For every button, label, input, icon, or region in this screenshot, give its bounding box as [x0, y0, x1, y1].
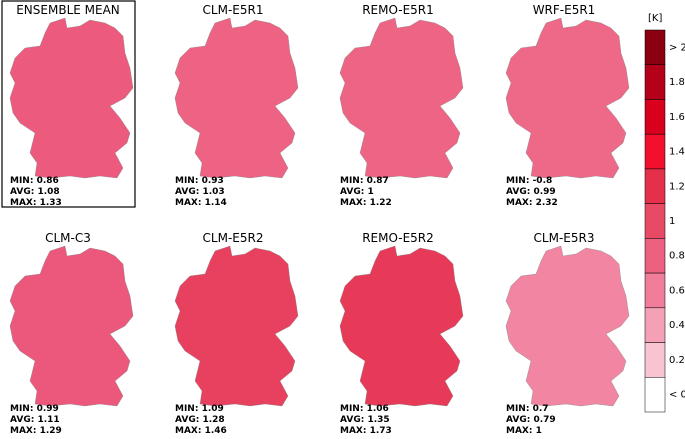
colorbar-bin — [644, 203, 666, 239]
stat-line: MAX: 1.33 — [10, 198, 62, 208]
germany-map — [9, 245, 134, 407]
stat-line: AVG: 1 — [340, 187, 374, 197]
colorbar-label: 0.4 — [669, 320, 685, 331]
stat-line: AVG: 1.28 — [175, 415, 225, 425]
colorbar-label: 1.2 — [669, 181, 685, 192]
stat-line: MAX: 1.73 — [340, 426, 392, 435]
stat-line: MIN: 0.87 — [340, 176, 389, 186]
germany-map — [174, 17, 299, 179]
stat-line: AVG: 1.11 — [10, 415, 60, 425]
colorbar-bin — [644, 99, 666, 135]
colorbar-bin — [644, 342, 666, 378]
stat-line: MAX: 1.29 — [10, 426, 62, 435]
colorbar-label: 0.2 — [669, 355, 685, 366]
colorbar-label: 1.6 — [669, 112, 685, 123]
colorbar-bin — [644, 133, 666, 170]
colorbar-bin — [644, 377, 666, 413]
stat-line: MIN: 1.09 — [175, 404, 224, 414]
panel-title: CLM-E5R1 — [203, 3, 264, 17]
colorbar-label: 0.6 — [669, 285, 685, 296]
stat-line: MIN: 1.06 — [340, 404, 389, 414]
colorbar-bin — [644, 168, 666, 204]
stat-line: MIN: 0.99 — [10, 404, 59, 414]
stat-line: MAX: 1.46 — [175, 426, 227, 435]
stat-line: MAX: 1.14 — [175, 198, 227, 208]
colorbar-label: 1 — [669, 216, 675, 227]
germany-map — [505, 245, 630, 407]
stat-line: MIN: -0.8 — [506, 176, 552, 186]
germany-map — [339, 245, 464, 407]
germany-map — [339, 17, 464, 179]
stat-line: AVG: 1.08 — [10, 187, 60, 197]
stat-line: MIN: 0.86 — [10, 176, 59, 186]
colorbar-bin — [644, 238, 666, 274]
colorbar-label: < 0 — [669, 390, 685, 401]
colorbar-label: 0.8 — [669, 251, 685, 262]
colorbar-bin — [644, 29, 666, 65]
panel-title: WRF-E5R1 — [533, 3, 596, 17]
panel-title: CLM-E5R3 — [534, 231, 595, 245]
colorbar-label: 1.4 — [669, 147, 685, 158]
stat-line: MAX: 1 — [506, 426, 542, 435]
panel-frame — [1, 0, 136, 208]
colorbar: [K] > 2 1.8 1.6 1.4 1.2 1 0.8 0.6 0.4 0.2 < 0 — [644, 13, 685, 413]
panel-title: REMO-E5R1 — [362, 3, 434, 17]
colorbar-bin — [644, 272, 666, 309]
colorbar-bin — [644, 307, 666, 343]
stat-line: MIN: 0.93 — [175, 176, 224, 186]
germany-map — [9, 17, 134, 179]
stat-line: MIN: 0.7 — [506, 404, 549, 414]
colorbar-label: > 2 — [669, 42, 685, 53]
stat-line: MAX: 2.32 — [506, 198, 558, 208]
germany-map — [505, 17, 630, 179]
panel-title: ENSEMBLE MEAN — [16, 3, 120, 17]
germany-map — [174, 245, 299, 407]
colorbar-bin — [644, 64, 666, 100]
colorbar-label: 1.8 — [669, 77, 685, 88]
panel-title: CLM-C3 — [45, 231, 91, 245]
stat-line: AVG: 0.99 — [506, 187, 556, 197]
panel-title: REMO-E5R2 — [362, 231, 434, 245]
stat-line: MAX: 1.22 — [340, 198, 392, 208]
stat-line: AVG: 1.03 — [175, 187, 225, 197]
stat-line: AVG: 0.79 — [506, 415, 556, 425]
stat-line: AVG: 1.35 — [340, 415, 390, 425]
panel-title: CLM-E5R2 — [203, 231, 264, 245]
colorbar-unit: [K] — [648, 13, 662, 24]
